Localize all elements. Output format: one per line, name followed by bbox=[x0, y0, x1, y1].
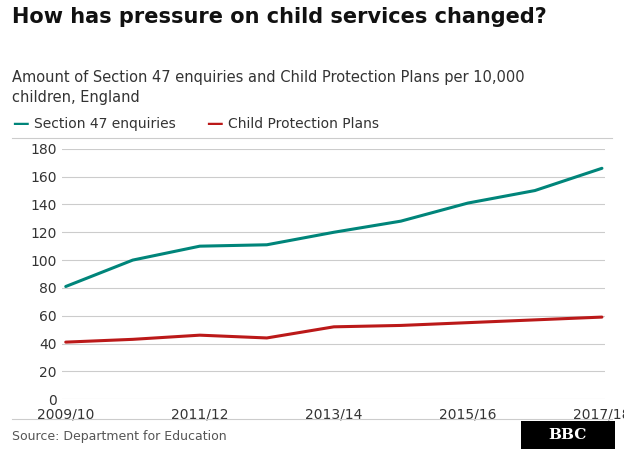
Text: Section 47 enquiries: Section 47 enquiries bbox=[34, 117, 176, 131]
Text: BBC: BBC bbox=[548, 428, 587, 442]
Text: Child Protection Plans: Child Protection Plans bbox=[228, 117, 379, 131]
Text: —: — bbox=[12, 115, 29, 133]
Text: Source: Department for Education: Source: Department for Education bbox=[12, 430, 227, 443]
Text: How has pressure on child services changed?: How has pressure on child services chang… bbox=[12, 7, 547, 27]
Text: Amount of Section 47 enquiries and Child Protection Plans per 10,000
children, E: Amount of Section 47 enquiries and Child… bbox=[12, 70, 525, 105]
Text: —: — bbox=[206, 115, 223, 133]
